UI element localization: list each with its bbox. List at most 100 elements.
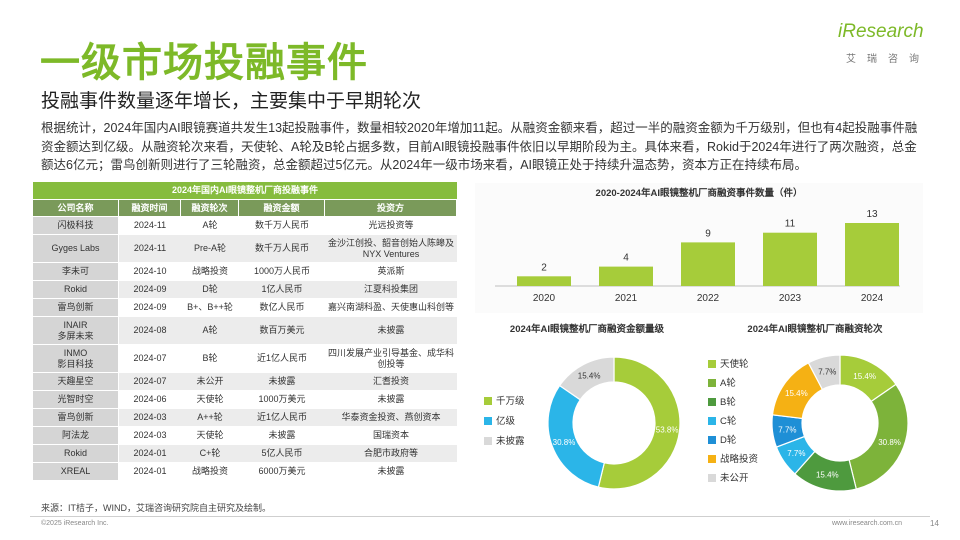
legend-label: D轮 (720, 434, 737, 446)
table-cell: 2024-09 (119, 299, 181, 317)
table-cell: 天使轮 (181, 427, 239, 445)
table-row: XREAL 2024-01 战略投资 6000万美元 未披露 (33, 463, 458, 481)
table-cell: 未披露 (325, 391, 458, 409)
bar-chart-title: 2020-2024年AI眼镜整机厂商融资事件数量（件） (596, 187, 803, 199)
bar-2024 (845, 223, 899, 286)
legend-swatch (708, 455, 716, 463)
table-cell: 江夏科投集团 (325, 281, 458, 299)
donut-value-label: 15.4% (578, 372, 601, 381)
legend-swatch (484, 417, 492, 425)
donut-slice-未披露 (558, 356, 615, 401)
table-cell: 2024-07 (119, 373, 181, 391)
donut-slice-亿级 (547, 384, 606, 488)
table-cell: 雷鸟创新 (33, 409, 119, 427)
table-cell: 数亿人民币 (239, 299, 325, 317)
table-cell: INAIR 多屏未来 (33, 317, 119, 345)
table-cell: Rokid (33, 281, 119, 299)
legend-swatch (708, 436, 716, 444)
legend-label: 战略投资 (720, 453, 759, 465)
legend-swatch (708, 417, 716, 425)
legend-label: 未披露 (496, 435, 525, 447)
donut-value-label: 15.4% (785, 389, 808, 398)
bar-category-label: 2023 (779, 293, 802, 304)
table-cell: 1亿人民币 (239, 281, 325, 299)
table-cell: 未披露 (325, 317, 458, 345)
legend-label: C轮 (720, 415, 737, 427)
table-cell: D轮 (181, 281, 239, 299)
table-cell: 数百万美元 (239, 317, 325, 345)
logo-text: iResearch (838, 21, 924, 42)
source-note: 来源：IT桔子，WIND，艾瑞咨询研究院自主研究及绘制。 (41, 503, 271, 513)
table-cell: 阿法龙 (33, 427, 119, 445)
legend-swatch (708, 474, 716, 482)
table-cell: A++轮 (181, 409, 239, 427)
table-cell: 1000万人民币 (239, 263, 325, 281)
page-title: 一级市场投融事件 (40, 41, 368, 85)
table-header-cell: 融资时间 (119, 200, 181, 217)
table-header-cell: 融资轮次 (181, 200, 239, 217)
table-cell: 2024-03 (119, 409, 181, 427)
table-cell: 2024-11 (119, 217, 181, 235)
donut-value-label: 53.8% (656, 425, 679, 434)
bar-2022 (681, 242, 735, 286)
legend-label: B轮 (720, 396, 736, 408)
table-cell: 金沙江创投、韶音创始人陈皞及NYX Ventures (325, 235, 458, 263)
table-cell: 6000万美元 (239, 463, 325, 481)
table-cell: 5亿人民币 (239, 445, 325, 463)
table-cell: 2024-10 (119, 263, 181, 281)
bar-category-label: 2021 (615, 293, 638, 304)
bar-2021 (599, 266, 653, 286)
table-header-cell: 投资方 (325, 200, 458, 217)
financing-events-table: 2024年国内AI眼镜整机厂商投融事件 公司名称 融资时间 融资轮次 融资金额 投资方 … (33, 182, 458, 481)
iresearch-logo: iResearch 艾瑞咨询 (838, 21, 938, 71)
donut-value-label: 30.8% (553, 438, 576, 447)
table-cell: 1000万美元 (239, 391, 325, 409)
table-header-cell: 融资金额 (239, 200, 325, 217)
donut-value-label: 15.4% (816, 470, 839, 479)
table-cell: 2024-11 (119, 235, 181, 263)
bar-value-label: 4 (623, 253, 629, 264)
table-cell: 嘉兴南湖科盈、天使惠山科创等 (325, 299, 458, 317)
summary-paragraph: 根据统计，2024年国内AI眼镜赛道共发生13起投融事件，数量相较2020年增加… (41, 121, 918, 172)
page-number: 14 (930, 519, 939, 528)
table-cell: Gyges Labs (33, 235, 119, 263)
table-row: INMO 影目科技 2024-07 B轮 近1亿人民币 四川发展产业引导基金、成华科创投等 (33, 345, 458, 373)
legend-label: 未公开 (720, 472, 749, 484)
table-cell: INMO 影目科技 (33, 345, 119, 373)
table-cell: 近1亿人民币 (239, 409, 325, 427)
table-cell: 未披露 (239, 427, 325, 445)
legend-swatch (484, 397, 492, 405)
table-cell: 光远投资等 (325, 217, 458, 235)
bar-2023 (763, 232, 817, 286)
donut-title: 2024年AI眼镜整机厂商融资轮次 (747, 323, 883, 335)
table-cell: Rokid (33, 445, 119, 463)
table-cell: 闪极科技 (33, 217, 119, 235)
legend-label: A轮 (720, 377, 736, 389)
table-cell: 合肥市政府等 (325, 445, 458, 463)
bar-2020 (517, 276, 571, 286)
table-row: 雷鸟创新 2024-03 A++轮 近1亿人民币 华泰资金投资、燕创资本 (33, 409, 458, 427)
legend-swatch (708, 360, 716, 368)
table-cell: 战略投资 (181, 463, 239, 481)
table-cell: 2024-09 (119, 281, 181, 299)
page-subtitle: 投融事件数量逐年增长，主要集中于早期轮次 (41, 91, 422, 112)
table-cell: Pre-A轮 (181, 235, 239, 263)
bar-category-label: 2024 (861, 293, 884, 304)
footer-divider (30, 516, 930, 517)
legend-label: 亿级 (496, 415, 516, 427)
table-cell: 天使轮 (181, 391, 239, 409)
donut-value-label: 30.8% (878, 438, 901, 447)
bar-value-label: 13 (866, 209, 878, 220)
bar-chart-panel: 2020-2024年AI眼镜整机厂商融资事件数量（件） 2 2020 4 2021 9 20… (475, 183, 923, 313)
table-cell: B+、B++轮 (181, 299, 239, 317)
table-body: 闪极科技 2024-11 A轮 数千万人民币 光远投资等 Gyges Labs 2024-1… (33, 217, 458, 481)
amount-donut-chart: 2024年AI眼镜整机厂商融资金额量级 53.8% 30.8% 15.4% 千万级亿级未… (484, 323, 681, 490)
table-cell: 国瑞资本 (325, 427, 458, 445)
table-row: 雷鸟创新 2024-09 B+、B++轮 数亿人民币 嘉兴南湖科盈、天使惠山科创等 (33, 299, 458, 317)
round-donut-chart: 2024年AI眼镜整机厂商融资轮次 15.4% 30.8% 15.4% 7.7% 7.7%… (708, 323, 909, 492)
donut-value-label: 15.4% (853, 372, 876, 381)
bar-value-label: 2 (541, 262, 547, 273)
table-row: Gyges Labs 2024-11 Pre-A轮 数千万人民币 金沙江创投、韶音创始人… (33, 235, 458, 263)
donut-slice-未公开 (807, 354, 841, 391)
donut-slice-A轮 (848, 383, 909, 490)
